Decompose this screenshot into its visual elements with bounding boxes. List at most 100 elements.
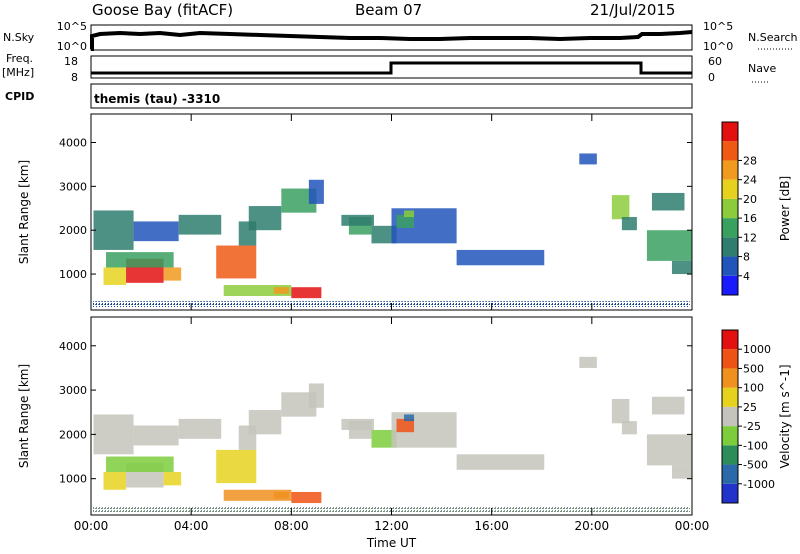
xtick-label: 00:00 <box>74 519 109 533</box>
velocity-echo-region <box>106 456 174 473</box>
beam-title: Beam 07 <box>355 1 422 19</box>
power-ytick-label: 1000 <box>59 268 87 281</box>
velocity-colorbar-frame <box>721 329 739 504</box>
freq-label-2: [MHz] <box>2 66 34 79</box>
velocity-echo-region <box>621 421 637 435</box>
velocity-echo-region <box>216 449 257 484</box>
velocity-echo-region <box>396 418 415 433</box>
velocity-ylabel: Slant Range [km] <box>17 364 31 468</box>
velocity-colorbar-segment <box>722 349 738 369</box>
velocity-echo-region <box>611 398 630 424</box>
velocity-colorbar-tick-label: 500 <box>743 362 764 375</box>
power-colorbar-segment <box>722 141 738 161</box>
xtick-label: 08:00 <box>274 519 309 533</box>
velocity-colorbar-label: Velocity [m s^-1] <box>778 364 792 468</box>
velocity-colorbar-segment <box>722 445 738 465</box>
nsky-label: N.Sky <box>3 31 35 44</box>
xtick-label: 20:00 <box>575 519 610 533</box>
velocity-colorbar-segment <box>722 368 738 388</box>
power-echo-region <box>308 179 324 204</box>
power-colorbar-tick-label: 8 <box>743 251 750 264</box>
velocity-colorbar-segment <box>722 426 738 446</box>
power-echo-region <box>133 221 179 242</box>
velocity-echo-region <box>651 396 685 415</box>
freq-tick-bottom: 8 <box>71 71 78 84</box>
velocity-echo-region <box>404 414 415 422</box>
nave-tick-top: 60 <box>708 55 722 68</box>
velocity-colorbar-segment <box>722 483 738 503</box>
velocity-echo-region <box>93 414 134 455</box>
power-echo-region <box>646 230 692 261</box>
power-echo-region <box>671 260 692 275</box>
velocity-colorbar-tick-label: 1000 <box>743 343 771 356</box>
power-ytick-label: 4000 <box>59 137 87 150</box>
velocity-echo-region <box>371 429 397 448</box>
velocity-echo-region <box>133 425 179 446</box>
velocity-echo-region <box>646 434 692 466</box>
velocity-echo-region <box>341 418 374 430</box>
freq-trace <box>91 61 692 75</box>
power-echo-region <box>223 285 292 296</box>
power-echo-region <box>611 195 630 220</box>
power-colorbar-segment <box>722 275 738 295</box>
cpid-label: CPID <box>5 90 34 103</box>
power-echo-region <box>456 249 545 266</box>
power-colorbar-tick-label: 20 <box>743 193 757 206</box>
power-panel: 1000 2000 3000 4000 Slant Range [km] 4 8 12 16 20… <box>17 113 792 311</box>
velocity-echo-region <box>178 418 222 439</box>
velocity-echo-region <box>273 491 289 499</box>
velocity-colorbar-tick-label: 100 <box>743 382 764 395</box>
power-echo-region <box>579 153 597 165</box>
power-echo-region <box>178 214 222 235</box>
power-colorbar-tick-label: 16 <box>743 212 757 225</box>
power-echo-region <box>404 210 415 218</box>
velocity-colorbar-segment <box>722 330 738 350</box>
power-echo-region <box>103 267 127 286</box>
xtick-label: 00:00 <box>675 519 710 533</box>
nave-tick-bottom: 0 <box>708 71 715 84</box>
power-echo-region <box>341 214 374 226</box>
nsearch-tick-top: 10^5 <box>703 20 733 33</box>
nsky-tick-top: 10^5 <box>57 20 87 33</box>
freq-tick-top: 18 <box>64 55 78 68</box>
velocity-ytick-label: 1000 <box>59 473 87 486</box>
velocity-echo-region <box>308 383 324 408</box>
velocity-ytick-label: 2000 <box>59 428 87 441</box>
power-colorbar-frame <box>721 121 739 296</box>
nsky-tick-bottom: 10^0 <box>57 40 87 53</box>
velocity-colorbar-tick-label: -25 <box>743 420 761 433</box>
velocity-colorbar-tick-label: -500 <box>743 459 768 472</box>
power-echo-region <box>291 287 322 299</box>
power-ytick-label: 3000 <box>59 180 87 193</box>
power-colorbar-segment <box>722 160 738 180</box>
velocity-echo-region <box>248 410 282 435</box>
cpid-strip: CPID themis (tau) -3310 <box>5 83 693 109</box>
power-echo-region <box>651 192 685 211</box>
cpid-value: themis (tau) -3310 <box>94 92 220 106</box>
station-title: Goose Bay (fitACF) <box>92 1 233 19</box>
xlabel: Time UT <box>366 536 417 550</box>
velocity-echo-region <box>671 465 692 479</box>
nsearch-tick-bottom: 10^0 <box>703 40 733 53</box>
power-echo-region <box>248 206 282 231</box>
power-colorbar-segment <box>722 237 738 257</box>
velocity-echo-region <box>103 472 127 490</box>
velocity-echo-region <box>291 491 322 504</box>
power-echo-region <box>93 210 134 250</box>
power-colorbar-segment <box>722 122 738 142</box>
power-colorbar-segment <box>722 198 738 219</box>
velocity-colorbar-tick-label: 25 <box>743 401 757 414</box>
power-colorbar-label: Power [dB] <box>778 176 792 241</box>
power-echo-region <box>273 287 289 294</box>
freq-strip: Freq. [MHz] 18 8 60 0 Nave <box>2 52 776 84</box>
velocity-colorbar-segment <box>722 387 738 407</box>
nsearch-label: N.Search <box>748 31 798 44</box>
power-colorbar-segment <box>722 218 738 238</box>
velocity-colorbar-segment <box>722 406 738 427</box>
power-colorbar-tick-label: 24 <box>743 174 757 187</box>
velocity-colorbar-tick-label: -1000 <box>743 478 775 491</box>
velocity-ytick-label: 4000 <box>59 340 87 353</box>
xtick-label: 04:00 <box>174 519 209 533</box>
power-colorbar-segment <box>722 256 738 276</box>
freq-label-1: Freq. <box>6 52 33 65</box>
